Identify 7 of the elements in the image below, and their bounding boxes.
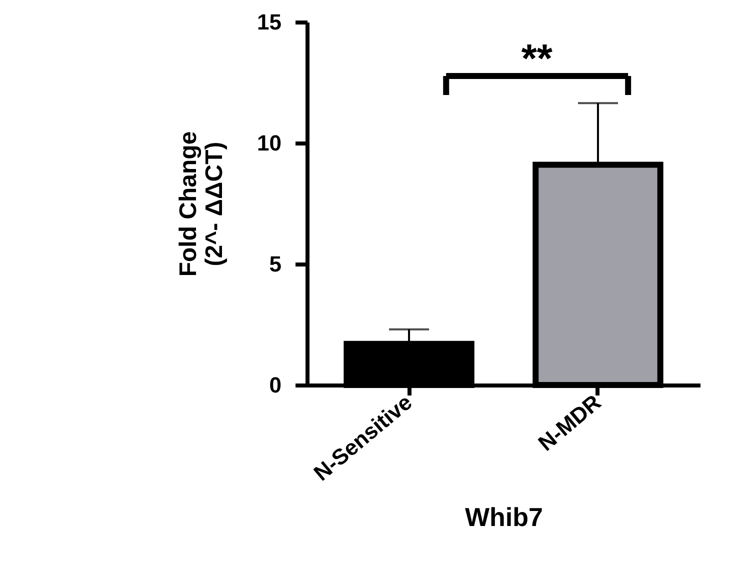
y-tick-label: 0 bbox=[269, 372, 282, 398]
x-axis-title: Whib7 bbox=[465, 502, 543, 532]
y-tick-label: 15 bbox=[257, 10, 282, 34]
y-tick-label: 10 bbox=[257, 130, 282, 156]
y-tick-label: 5 bbox=[269, 252, 282, 276]
y-axis-title: Fold Change (2^- ΔΔCT) bbox=[175, 131, 228, 277]
annotation: ** bbox=[521, 37, 553, 81]
